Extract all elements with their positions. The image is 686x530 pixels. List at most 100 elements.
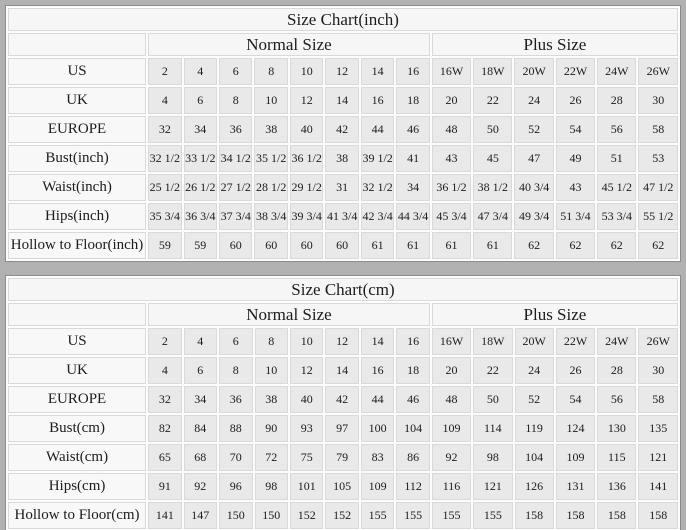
size-cell: 100 [360,415,395,442]
size-cell: 34 [183,386,218,413]
size-cell: 150 [219,502,253,529]
size-cell: 10 [289,58,324,85]
size-cell: 14 [360,328,395,355]
size-cell: 60 [254,232,288,259]
size-cell: 12 [325,328,359,355]
size-cell: 14 [325,87,359,114]
size-cell: 27 1/2 [219,174,253,201]
size-cell: 60 [289,232,324,259]
size-cell: 158 [638,502,678,529]
size-cell: 116 [431,473,472,500]
size-cell: 26 1/2 [183,174,218,201]
table-row: Hollow to Floor(inch) 59 59 60 60 60 60 61 61 61 6… [8,232,678,259]
size-cell: 45 3/4 [431,203,472,230]
size-cell: 59 [148,232,182,259]
size-cell: 155 [396,502,430,529]
row-label: Waist(cm) [8,444,147,471]
table-row: Hips(inch) 35 3/4 36 3/4 37 3/4 38 3/4 39 3/4… [8,203,678,230]
size-cell: 22 [473,87,513,114]
size-cell: 6 [219,58,253,85]
row-label: Bust(cm) [8,415,147,442]
size-cell: 39 3/4 [289,203,324,230]
size-cell: 124 [555,415,596,442]
size-cell: 4 [148,357,182,384]
table-title-row: Size Chart(cm) [8,278,678,301]
row-label: Hollow to Floor(inch) [8,232,147,259]
size-cell: 6 [219,328,253,355]
size-cell: 10 [254,357,288,384]
size-cell: 22W [555,58,596,85]
size-cell: 43 [431,145,472,172]
size-cell: 96 [219,473,253,500]
size-cell: 36 1/2 [289,145,324,172]
size-cell: 49 3/4 [514,203,554,230]
size-cell: 35 3/4 [148,203,182,230]
size-cell: 24W [597,58,637,85]
size-cell: 34 [396,174,430,201]
table-row: Waist(cm) 65 68 70 72 75 79 83 86 92 98 104 109 115 12… [8,444,678,471]
size-cell: 56 [597,386,637,413]
size-cell: 12 [325,58,359,85]
size-cell: 30 [638,357,678,384]
size-cell: 18W [473,328,513,355]
table-row: UK 4 6 8 10 12 14 16 18 20 22 24 26 28 30 [8,87,678,114]
column-group-label: Normal Size [148,303,430,326]
size-cell: 34 1/2 [219,145,253,172]
size-cell: 28 [597,357,637,384]
row-label: US [8,58,147,85]
size-cell: 26 [555,87,596,114]
size-cell: 152 [289,502,324,529]
size-cell: 33 1/2 [183,145,218,172]
size-cell: 136 [597,473,637,500]
size-cell: 32 1/2 [360,174,395,201]
size-cell: 26W [638,328,678,355]
column-group-row: Normal Size Plus Size [8,303,678,326]
size-cell: 52 [514,386,554,413]
size-cell: 46 [396,116,430,143]
size-cell: 32 1/2 [148,145,182,172]
corner-cell [8,303,147,326]
size-cell: 61 [473,232,513,259]
table-row: Hips(cm) 91 92 96 98 101 105 109 112 116 121 126 131… [8,473,678,500]
size-cell: 2 [148,58,182,85]
size-cell: 42 3/4 [360,203,395,230]
size-cell: 121 [638,444,678,471]
size-cell: 62 [555,232,596,259]
table-row: US 2 4 6 8 10 12 14 16 16W 18W 20W 22W 24W 26W [8,58,678,85]
size-cell: 62 [514,232,554,259]
size-chart-table-inch: Size Chart(inch) Normal Size Plus Size US 2 4… [5,5,681,262]
size-cell: 105 [325,473,359,500]
size-cell: 38 3/4 [254,203,288,230]
size-cell: 62 [638,232,678,259]
size-cell: 114 [473,415,513,442]
size-cell: 56 [597,116,637,143]
size-cell: 155 [431,502,472,529]
size-cell: 119 [514,415,554,442]
size-cell: 30 [638,87,678,114]
size-cell: 48 [431,116,472,143]
table-row: Bust(cm) 82 84 88 90 93 97 100 104 109 114 119 124 13… [8,415,678,442]
size-cell: 158 [555,502,596,529]
size-cell: 141 [638,473,678,500]
column-group-label: Plus Size [431,303,678,326]
size-cell: 20W [514,58,554,85]
size-cell: 36 [219,116,253,143]
size-cell: 141 [148,502,182,529]
size-cell: 24W [597,328,637,355]
row-label: UK [8,87,147,114]
size-cell: 88 [219,415,253,442]
size-cell: 104 [396,415,430,442]
table-row: UK 4 6 8 10 12 14 16 18 20 22 24 26 28 30 [8,357,678,384]
size-cell: 38 [325,145,359,172]
size-cell: 135 [638,415,678,442]
size-cell: 79 [325,444,359,471]
size-cell: 45 1/2 [597,174,637,201]
row-label: EUROPE [8,386,147,413]
size-cell: 72 [254,444,288,471]
size-cell: 115 [597,444,637,471]
size-cell: 8 [219,357,253,384]
size-cell: 6 [183,357,218,384]
row-label: Waist(inch) [8,174,147,201]
size-cell: 51 [597,145,637,172]
